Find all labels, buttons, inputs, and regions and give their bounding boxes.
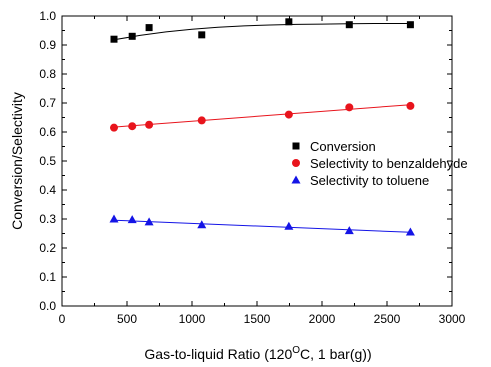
data-point-series-2: [128, 122, 137, 131]
y-tick-label: 0.0: [39, 299, 56, 313]
y-tick-label: 0.8: [39, 67, 56, 81]
data-point-series-1: [285, 18, 293, 26]
legend-marker-series-2: [292, 159, 300, 167]
fit-line-series-2: [113, 104, 411, 128]
legend-label-series-3: Selectivity to toluene: [310, 173, 429, 188]
x-tick-label: 1000: [179, 312, 206, 326]
y-tick-label: 0.1: [39, 270, 56, 284]
x-tick-label: 500: [117, 312, 137, 326]
data-point-series-1: [406, 21, 414, 29]
x-axis-title-suffix: C, 1 bar(g)): [300, 346, 372, 362]
fit-line-series-1: [113, 23, 411, 41]
data-point-series-3: [284, 221, 294, 230]
x-tick-label: 0: [59, 312, 66, 326]
data-point-series-3: [197, 220, 207, 229]
legend: Conversion Selectivity to benzaldehyde Sel…: [291, 139, 468, 188]
data-point-series-1: [145, 24, 153, 32]
x-axis-title: Gas-to-liquid Ratio (120OC, 1 bar(g)): [144, 345, 371, 362]
fit-lines: [113, 23, 411, 233]
y-tick-label: 0.6: [39, 125, 56, 139]
fit-line-series-3: [113, 219, 411, 233]
y-tick-label: 0.5: [39, 154, 56, 168]
data-point-series-1: [128, 32, 136, 40]
data-point-series-2: [406, 101, 415, 110]
legend-label-series-1: Conversion: [310, 139, 376, 154]
y-tick-label: 0.2: [39, 241, 56, 255]
data-point-series-2: [110, 123, 118, 132]
y-tick-label: 0.9: [39, 38, 56, 52]
x-axis-title-main: Gas-to-liquid Ratio (120: [144, 346, 292, 362]
data-point-series-1: [345, 21, 353, 29]
data-point-series-2: [145, 120, 154, 129]
y-axis-title: Conversion/Selectivity: [9, 92, 25, 230]
data-point-series-3: [144, 217, 154, 226]
legend-label-series-2: Selectivity to benzaldehyde: [310, 156, 468, 171]
x-tick-label: 1500: [244, 312, 271, 326]
data-point-series-3: [109, 214, 119, 223]
data-point-series-3: [127, 215, 137, 224]
data-point-series-2: [345, 103, 354, 112]
data-point-series-2: [284, 110, 293, 119]
data-points: [109, 18, 415, 236]
y-axis-ticks: 0.0 0.1 0.2 0.3 0.4 0.5 0.6 0.7 0.8 0.9 1.0: [39, 9, 452, 313]
x-tick-label: 2500: [374, 312, 401, 326]
x-tick-label: 2000: [309, 312, 336, 326]
y-tick-label: 0.3: [39, 212, 56, 226]
data-point-series-2: [197, 116, 206, 125]
legend-marker-series-3: [291, 175, 301, 184]
y-tick-label: 1.0: [39, 9, 56, 23]
x-axis-title-superscript: O: [292, 345, 300, 356]
y-tick-label: 0.7: [39, 96, 56, 110]
y-tick-label: 0.4: [39, 183, 56, 197]
x-tick-label: 3000: [439, 312, 466, 326]
data-point-series-1: [110, 35, 118, 43]
data-point-series-3: [344, 226, 354, 235]
data-point-series-3: [405, 227, 415, 236]
legend-marker-series-1: [292, 142, 300, 150]
data-point-series-1: [198, 31, 206, 39]
x-axis-ticks: 0 500 1000 1500 2000 2500 3000: [59, 16, 466, 326]
